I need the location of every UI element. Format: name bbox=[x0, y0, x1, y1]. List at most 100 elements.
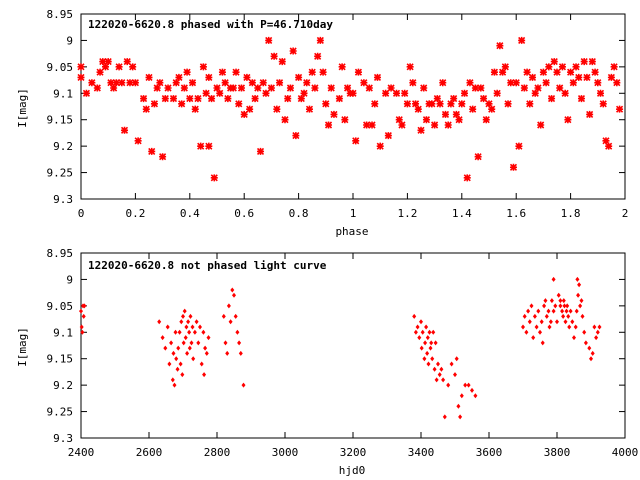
unphased-data-point bbox=[583, 340, 588, 346]
phased-data-point bbox=[490, 68, 499, 76]
phased-data-point bbox=[482, 116, 490, 124]
phased-data-point bbox=[327, 84, 335, 92]
unphased-data-point bbox=[79, 308, 83, 314]
unphased-data-point bbox=[178, 361, 183, 367]
phased-data-point bbox=[558, 63, 567, 71]
unphased-data-point bbox=[446, 382, 451, 388]
unphased-data-point bbox=[174, 356, 179, 362]
phased-data-point bbox=[246, 105, 254, 113]
phased-x-tick-label: 1.2 bbox=[397, 207, 417, 220]
unphased-data-point bbox=[548, 319, 553, 325]
phased-data-point bbox=[175, 73, 183, 81]
phased-data-point bbox=[199, 63, 207, 71]
phased-plot-frame bbox=[80, 13, 626, 200]
phased-data-point bbox=[583, 73, 591, 81]
phased-data-point bbox=[580, 58, 588, 66]
unphased-data-point bbox=[177, 329, 182, 335]
unphased-y-tick-label: 9 bbox=[66, 273, 73, 286]
phased-data-point bbox=[477, 84, 485, 92]
phased-data-point bbox=[433, 95, 441, 103]
phased-data-point bbox=[537, 121, 545, 129]
phased-data-point bbox=[235, 100, 243, 108]
unphased-data-point bbox=[187, 345, 192, 351]
phased-data-point bbox=[488, 105, 496, 113]
unphased-data-point bbox=[186, 319, 191, 325]
phased-data-point bbox=[216, 89, 224, 97]
phased-data-point bbox=[414, 105, 422, 113]
unphased-data-point bbox=[235, 329, 240, 335]
unphased-data-point bbox=[556, 292, 561, 298]
phased-data-point bbox=[586, 110, 594, 118]
phased-data-point bbox=[504, 100, 512, 108]
unphased-data-point bbox=[466, 382, 471, 388]
unphased-data-point bbox=[412, 313, 417, 319]
phased-data-point bbox=[515, 142, 523, 150]
phased-y-tick-label: 9 bbox=[66, 34, 73, 47]
phased-data-point bbox=[237, 84, 246, 92]
unphased-data-point bbox=[237, 340, 242, 346]
unphased-data-point bbox=[566, 313, 571, 319]
unphased-data-point bbox=[199, 361, 204, 367]
phased-data-point bbox=[305, 105, 314, 113]
unphased-data-point bbox=[597, 324, 602, 330]
unphased-data-point bbox=[175, 366, 180, 372]
unphased-data-point bbox=[223, 340, 228, 346]
phased-data-point bbox=[431, 121, 439, 129]
phased-data-point bbox=[354, 68, 363, 76]
phased-data-point bbox=[286, 84, 295, 92]
phased-data-point bbox=[371, 100, 379, 108]
phased-data-point bbox=[428, 100, 436, 108]
unphased-data-point bbox=[536, 308, 541, 314]
phased-data-point bbox=[545, 63, 553, 71]
phased-data-point bbox=[180, 84, 188, 92]
unphased-data-point bbox=[563, 319, 568, 325]
unphased-data-point bbox=[425, 350, 430, 356]
phased-data-point bbox=[77, 63, 85, 71]
unphased-data-point bbox=[165, 324, 170, 330]
unphased-y-tick-label: 9.25 bbox=[47, 406, 74, 419]
unphased-data-points bbox=[79, 276, 602, 420]
phased-data-point bbox=[243, 73, 251, 81]
phased-data-point bbox=[401, 89, 409, 97]
phased-data-point bbox=[553, 68, 561, 76]
phased-data-point bbox=[202, 89, 210, 97]
phased-x-tick-label: 1.6 bbox=[506, 207, 526, 220]
phased-data-point bbox=[392, 89, 401, 97]
unphased-data-point bbox=[419, 345, 424, 351]
phased-data-point bbox=[188, 79, 197, 87]
unphased-data-point bbox=[173, 329, 178, 335]
phased-y-tick-label: 9.3 bbox=[53, 193, 73, 206]
unphased-data-point bbox=[228, 319, 233, 325]
phased-data-point bbox=[254, 84, 262, 92]
phased-data-point bbox=[120, 126, 129, 134]
phased-data-point bbox=[270, 52, 278, 60]
phased-data-point bbox=[319, 68, 327, 76]
phased-data-point bbox=[547, 95, 556, 103]
phased-data-point bbox=[531, 89, 539, 97]
phased-x-tick-label: 0.4 bbox=[180, 207, 200, 220]
unphased-data-point bbox=[473, 393, 478, 399]
phased-data-point bbox=[479, 95, 488, 103]
phased-data-point bbox=[273, 105, 281, 113]
unphased-y-tick-label: 9.2 bbox=[53, 379, 73, 392]
phased-data-point bbox=[398, 121, 406, 129]
unphased-chart-title: 122020-6620.8 not phased light curve bbox=[88, 259, 327, 272]
phased-data-point bbox=[466, 79, 474, 87]
unphased-data-point bbox=[82, 303, 87, 309]
unphased-data-point bbox=[172, 382, 177, 388]
phased-data-point bbox=[338, 63, 346, 71]
phased-data-point bbox=[210, 174, 218, 182]
phased-data-point bbox=[343, 84, 352, 92]
unphased-data-point bbox=[225, 350, 230, 356]
unphased-data-point bbox=[549, 298, 554, 304]
unphased-data-point bbox=[429, 340, 434, 346]
phased-data-point bbox=[550, 58, 558, 66]
phased-data-point bbox=[110, 84, 118, 92]
unphased-y-tick-label: 9.3 bbox=[53, 432, 73, 445]
unphased-data-point bbox=[575, 276, 580, 282]
phased-data-point bbox=[575, 73, 583, 81]
phased-y-tick-label: 9.25 bbox=[47, 167, 74, 180]
unphased-data-point bbox=[424, 324, 429, 330]
phased-data-point bbox=[197, 142, 205, 150]
phased-data-point bbox=[240, 110, 248, 118]
